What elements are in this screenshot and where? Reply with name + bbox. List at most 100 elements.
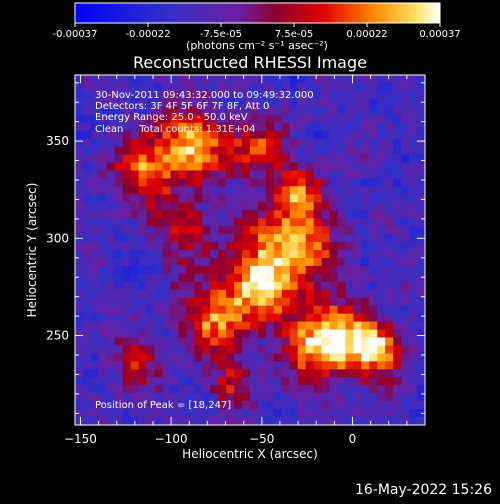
heatmap-cell xyxy=(345,138,354,148)
heatmap-cell xyxy=(138,321,148,331)
heatmap-cell xyxy=(321,361,331,370)
heatmap-cell xyxy=(178,337,187,347)
heatmap-cell xyxy=(337,281,347,291)
heatmap-cell xyxy=(289,329,299,339)
heatmap-cell xyxy=(345,345,354,354)
heatmap-cell xyxy=(138,281,148,291)
heatmap-cell xyxy=(170,98,179,108)
heatmap-cell xyxy=(257,138,267,148)
heatmap-cell xyxy=(369,305,378,315)
heatmap-cell xyxy=(273,226,283,235)
heatmap-cell xyxy=(257,82,267,92)
heatmap-cell xyxy=(385,265,394,275)
heatmap-cell xyxy=(345,369,354,378)
heatmap-cell xyxy=(345,75,354,84)
heatmap-cell xyxy=(98,361,108,370)
heatmap-cell xyxy=(242,130,251,140)
heatmap-cell xyxy=(353,98,362,108)
heatmap-cell xyxy=(194,361,203,370)
heatmap-cell xyxy=(162,393,172,402)
heatmap-cell xyxy=(234,75,243,84)
heatmap-cell xyxy=(186,401,195,410)
heatmap-cell xyxy=(106,146,116,156)
heatmap-cell xyxy=(250,417,259,425)
heatmap-cell xyxy=(210,393,219,402)
heatmap-cell xyxy=(154,194,164,203)
heatmap-cell xyxy=(401,170,410,179)
heatmap-cell xyxy=(281,297,291,307)
heatmap-cell xyxy=(417,178,425,187)
heatmap-cell xyxy=(273,194,283,203)
heatmap-cell xyxy=(82,337,92,347)
heatmap-cell xyxy=(297,226,307,235)
colorbar-tick-label: 0.00037 xyxy=(419,29,460,40)
heatmap-cell xyxy=(297,289,307,299)
heatmap-cell xyxy=(186,114,195,124)
heatmap-cell xyxy=(289,273,299,283)
heatmap-cell xyxy=(162,130,172,140)
heatmap-cell xyxy=(409,409,418,418)
heatmap-cell xyxy=(122,186,132,195)
heatmap-cell xyxy=(202,393,211,402)
heatmap-cell xyxy=(353,162,362,172)
heatmap-cell xyxy=(353,353,362,362)
heatmap-cell xyxy=(313,138,323,148)
heatmap-cell xyxy=(377,273,386,283)
heatmap-cell xyxy=(138,186,148,195)
heatmap-cell xyxy=(154,106,164,116)
heatmap-cell xyxy=(114,106,124,116)
heatmap-cell xyxy=(162,82,172,92)
heatmap-cell xyxy=(226,369,235,378)
heatmap-cell xyxy=(162,321,172,331)
heatmap-cell xyxy=(226,297,235,307)
heatmap-cell xyxy=(194,385,203,394)
heatmap-cell xyxy=(369,401,378,410)
heatmap-cell xyxy=(353,329,362,339)
heatmap-cell xyxy=(250,210,259,219)
heatmap-cell xyxy=(90,361,100,370)
heatmap-cell xyxy=(321,265,331,275)
heatmap-cell xyxy=(321,417,331,425)
heatmap-cell xyxy=(90,202,100,211)
heatmap-cell xyxy=(361,170,370,179)
heatmap-cell xyxy=(98,417,108,425)
heatmap-cell xyxy=(345,313,354,323)
heatmap-cell xyxy=(82,329,92,339)
heatmap-cell xyxy=(210,202,219,211)
heatmap-cell xyxy=(194,273,203,283)
heatmap-cell xyxy=(281,98,291,108)
heatmap-cell xyxy=(234,234,243,243)
heatmap-cell xyxy=(250,257,259,267)
heatmap-cell xyxy=(377,82,386,92)
heatmap-cell xyxy=(329,321,339,331)
heatmap-cell xyxy=(313,234,323,243)
heatmap-cell xyxy=(130,409,140,418)
heatmap-cell xyxy=(250,90,259,100)
heatmap-cell xyxy=(146,409,156,418)
heatmap-cell xyxy=(337,75,347,84)
heatmap-cell xyxy=(250,146,259,156)
heatmap-cell xyxy=(234,242,243,251)
heatmap-cell xyxy=(186,281,195,291)
footer-date: 16-May-2022 15:26 xyxy=(355,482,492,498)
heatmap-cell xyxy=(385,337,394,347)
heatmap-cell xyxy=(242,273,251,283)
heatmap-cell xyxy=(90,305,100,315)
heatmap-cell xyxy=(329,273,339,283)
heatmap-cell xyxy=(186,130,195,140)
heatmap-cell xyxy=(329,162,339,172)
heatmap-cell xyxy=(337,313,347,323)
heatmap-cell xyxy=(297,409,307,418)
heatmap-cell xyxy=(186,186,195,195)
heatmap-cell xyxy=(178,138,187,148)
heatmap-cell xyxy=(409,82,418,92)
heatmap-cell xyxy=(313,98,323,108)
heatmap-cell xyxy=(130,385,140,394)
heatmap-cell xyxy=(154,305,164,315)
heatmap-cell xyxy=(218,250,227,259)
heatmap-cell xyxy=(98,257,108,267)
heatmap-cell xyxy=(393,75,402,84)
heatmap-cell xyxy=(265,257,275,267)
heatmap-cell xyxy=(98,393,108,402)
heatmap-cell xyxy=(361,273,370,283)
